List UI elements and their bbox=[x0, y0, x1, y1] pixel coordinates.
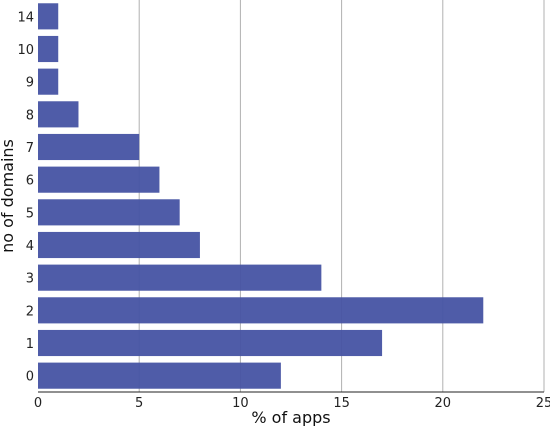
x-tick-label: 25 bbox=[536, 396, 550, 411]
y-tick-label: 9 bbox=[26, 76, 34, 91]
bars bbox=[38, 3, 484, 389]
bar-4 bbox=[38, 231, 200, 259]
y-tick-label: 5 bbox=[26, 206, 34, 221]
bar-1 bbox=[38, 329, 383, 357]
bar-8 bbox=[38, 101, 79, 128]
bar-2 bbox=[38, 297, 484, 324]
y-tick-label: 0 bbox=[26, 370, 34, 385]
y-tick-label: 2 bbox=[26, 304, 34, 319]
x-tick-label: 0 bbox=[34, 396, 42, 411]
gridlines bbox=[138, 0, 545, 392]
bar-14 bbox=[38, 3, 59, 30]
bar-3 bbox=[38, 264, 322, 291]
x-tick-label: 10 bbox=[232, 396, 249, 411]
bar-0 bbox=[38, 362, 281, 389]
y-tick-label: 8 bbox=[26, 108, 34, 123]
x-tick-labels: 0 5 10 15 20 25 bbox=[34, 396, 550, 411]
x-tick-label: 20 bbox=[435, 396, 452, 411]
bar-6 bbox=[38, 166, 160, 193]
y-tick-label: 3 bbox=[26, 272, 34, 287]
y-tick-label: 14 bbox=[17, 10, 34, 25]
y-tick-labels: 0 1 2 3 4 5 6 7 8 9 10 14 bbox=[17, 10, 34, 384]
y-tick-label: 10 bbox=[17, 43, 34, 58]
y-axis-label: no of domains bbox=[0, 139, 17, 253]
y-tick-label: 6 bbox=[26, 174, 34, 189]
bar-7 bbox=[38, 133, 140, 161]
y-tick-label: 7 bbox=[26, 141, 34, 156]
bar-10 bbox=[38, 35, 59, 63]
x-tick-label: 15 bbox=[333, 396, 350, 411]
x-axis-label: % of apps bbox=[251, 408, 330, 426]
bar-5 bbox=[38, 199, 180, 226]
y-tick-label: 4 bbox=[26, 239, 34, 254]
x-tick-label: 5 bbox=[135, 396, 143, 411]
bar-9 bbox=[38, 68, 59, 95]
y-tick-label: 1 bbox=[26, 337, 34, 352]
